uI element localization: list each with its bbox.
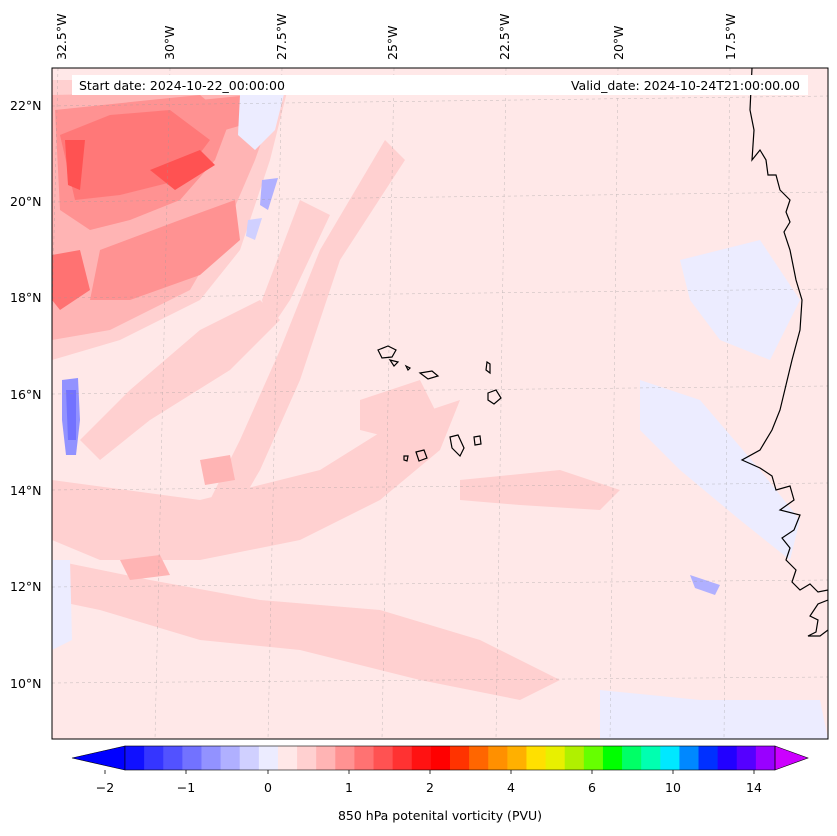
colorbar-segment <box>335 746 355 770</box>
colorbar-segment <box>297 746 317 770</box>
africa-coastline <box>740 68 828 637</box>
colorbar-segment <box>373 746 394 770</box>
colorbar-segment <box>144 746 164 770</box>
colorbar-segment <box>430 746 451 770</box>
colorbar-tick-label: −2 <box>95 780 115 795</box>
colorbar-tick-label: 2 <box>426 780 434 795</box>
colorbar-segment <box>698 746 719 770</box>
colorbar-segment <box>717 746 738 770</box>
lon-label-27-5w: 27.5°W <box>274 13 289 60</box>
lat-label-16n: 16°N <box>10 387 42 402</box>
colorbar-segment <box>239 746 260 770</box>
lon-label-30w: 30°W <box>162 25 177 60</box>
colorbar-segment <box>163 746 183 770</box>
colorbar-segment <box>545 746 566 770</box>
vorticity-contours-positive <box>52 80 620 700</box>
lat-label-10n: 10°N <box>10 676 42 691</box>
vorticity-contours-negative <box>52 90 828 739</box>
colorbar-over-arrow <box>774 745 809 771</box>
colorbar-title: 850 hPa potenital vorticity (PVU) <box>337 808 543 823</box>
colorbar-segment <box>526 746 546 770</box>
colorbar-segment <box>583 746 604 770</box>
cape-verde-islands <box>377 345 502 462</box>
lon-label-17-5w: 17.5°W <box>723 13 738 60</box>
colorbar-tick-label: 6 <box>588 780 596 795</box>
colorbar-tick-label: 1 <box>345 780 353 795</box>
lat-label-22n: 22°N <box>10 98 42 113</box>
info-header-box <box>72 75 808 95</box>
lat-label-18n: 18°N <box>10 290 42 305</box>
colorbar-segment <box>602 746 623 770</box>
lon-label-22-5w: 22.5°W <box>497 13 512 60</box>
map-frame <box>51 67 829 740</box>
colorbar-segment <box>182 746 202 770</box>
colorbar-segment <box>277 746 298 770</box>
colorbar-segment <box>220 746 241 770</box>
colorbar-segment <box>450 746 470 770</box>
colorbar-tick-label: 4 <box>507 780 515 795</box>
colorbar-segment <box>679 746 699 770</box>
lat-label-14n: 14°N <box>10 483 42 498</box>
colorbar-segment <box>660 746 680 770</box>
colorbar-segment <box>411 746 432 770</box>
colorbar-segment <box>469 746 489 770</box>
colorbar-tick-label: 10 <box>665 780 681 795</box>
colorbar-segment <box>736 746 757 770</box>
colorbar-under-arrow <box>71 745 126 771</box>
colorbar-segment <box>392 746 413 770</box>
colorbar-segment <box>641 746 661 770</box>
colorbar-segment <box>125 746 145 770</box>
start-date-label: Start date: 2024-10-22_00:00:00 <box>79 78 285 93</box>
colorbar-segment <box>201 746 221 770</box>
colorbar-segment <box>488 746 508 770</box>
valid-date-label: Valid_date: 2024-10-24T21:00:00.00 <box>570 78 800 93</box>
colorbar-frame <box>124 745 776 771</box>
lon-label-20w: 20°W <box>611 25 626 60</box>
colorbar-tick-label: −1 <box>176 780 196 795</box>
colorbar <box>71 745 809 774</box>
colorbar-tick-label: 0 <box>264 780 272 795</box>
colorbar-segment <box>258 746 279 770</box>
colorbar-segment <box>564 746 585 770</box>
colorbar-segment <box>354 746 374 770</box>
colorbar-segment <box>755 746 776 770</box>
graticule <box>52 68 828 739</box>
colorbar-tick-label: 14 <box>746 780 762 795</box>
lat-label-20n: 20°N <box>10 194 42 209</box>
colorbar-segment <box>507 746 527 770</box>
lon-label-25w: 25°W <box>385 25 400 60</box>
colorbar-segment <box>316 746 336 770</box>
map-area <box>52 68 828 739</box>
lat-label-12n: 12°N <box>10 579 42 594</box>
lon-label-32-5w: 32.5°W <box>54 13 69 60</box>
colorbar-segment <box>622 746 642 770</box>
